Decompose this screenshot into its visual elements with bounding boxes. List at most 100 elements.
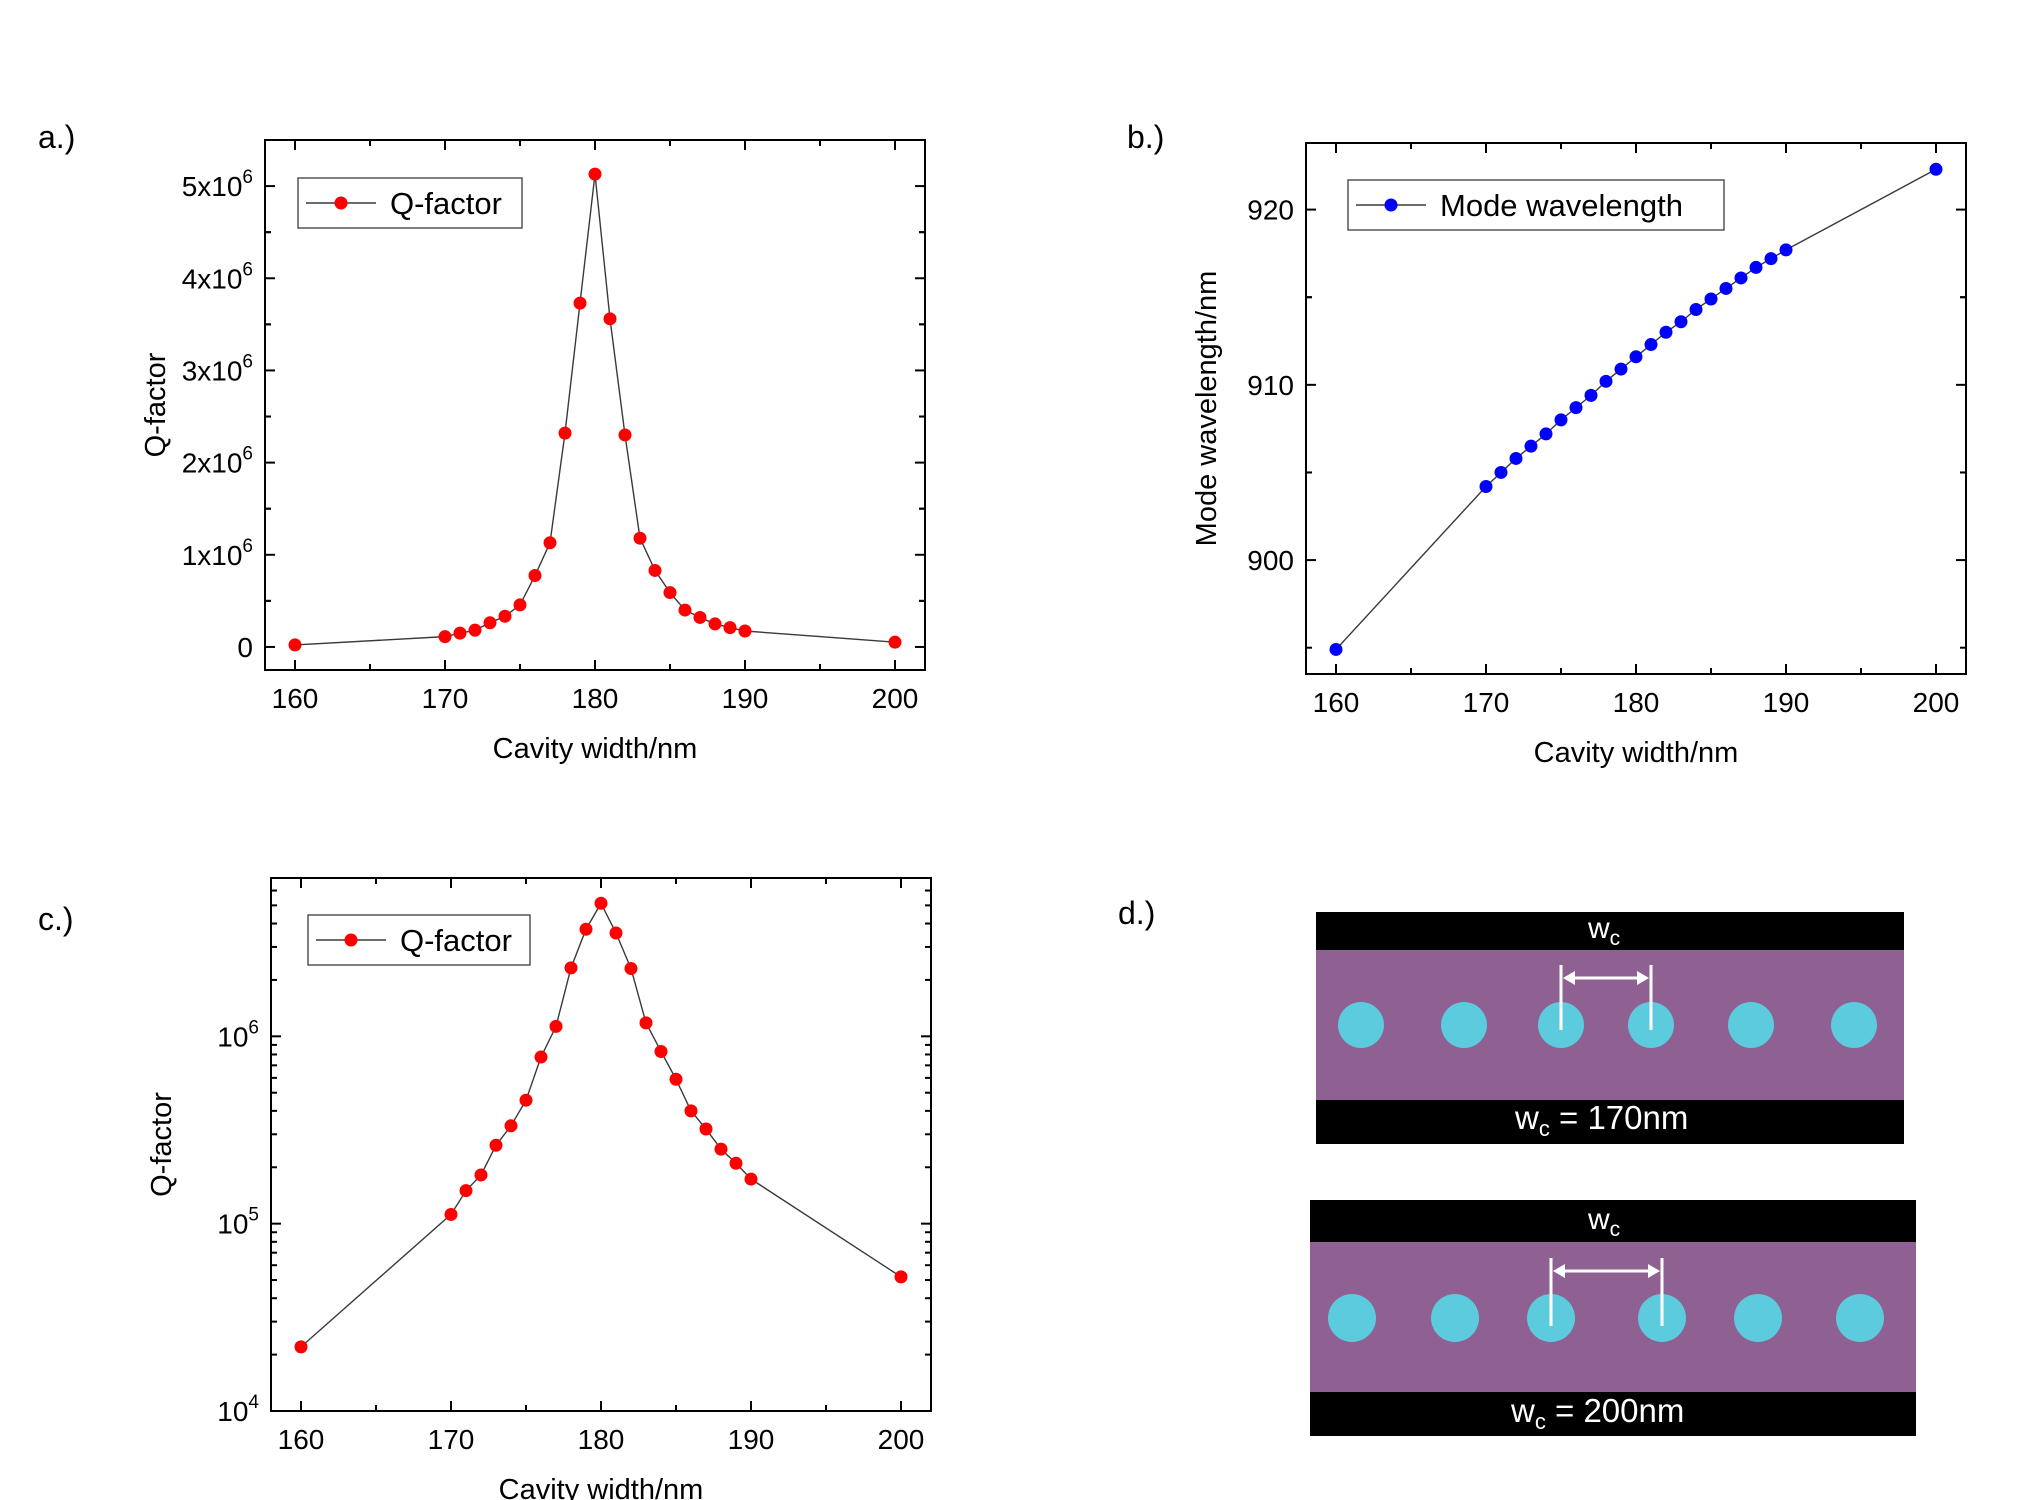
- x-axis-label: Cavity width/nm: [493, 733, 698, 765]
- data-point: [483, 616, 497, 630]
- legend-box: [1347, 179, 1725, 231]
- data-point: [1524, 439, 1538, 453]
- data-point: [1629, 350, 1643, 364]
- x-tick-label: 180: [572, 683, 619, 714]
- panel-label-a: a.): [38, 119, 75, 155]
- x-tick-label: 160: [272, 683, 319, 714]
- y-tick-label: 106: [217, 1017, 259, 1052]
- width-arrow-top: [1559, 965, 1653, 1030]
- data-point: [594, 896, 608, 910]
- data-point: [888, 635, 902, 649]
- data-point: [1719, 281, 1733, 295]
- data-point: [1554, 413, 1568, 427]
- y-tick-label: 4x106: [182, 259, 253, 294]
- data-point: [693, 610, 707, 624]
- data-point: [294, 1340, 308, 1354]
- y-tick-label: 900: [1247, 545, 1294, 576]
- legend-label: Mode wavelength: [1440, 188, 1683, 223]
- waveguide-slab: [1310, 1242, 1916, 1392]
- panel-c: c.) 160 170 180 190 200 104 105 106 Cavity width/…: [38, 877, 932, 1500]
- waveguide-bottom-bar: [1310, 1392, 1916, 1436]
- data-point: [729, 1156, 743, 1170]
- x-tick-label: 190: [728, 1424, 775, 1455]
- series-line: [300, 901, 902, 1348]
- x-tick-label: 180: [578, 1424, 625, 1455]
- data-point: [438, 630, 452, 644]
- air-hole: [1831, 1002, 1877, 1048]
- data-point: [453, 626, 467, 640]
- air-hole: [1431, 1294, 1479, 1342]
- data-point: [528, 569, 542, 583]
- x-tick-label: 180: [1613, 687, 1660, 718]
- panel-label-d: d.): [1118, 895, 1155, 931]
- data-point: [288, 638, 302, 652]
- x-tick-label: 170: [428, 1424, 475, 1455]
- series-line: [294, 174, 896, 646]
- data-point: [654, 1044, 668, 1058]
- data-point: [1659, 325, 1673, 339]
- data-point: [489, 1138, 503, 1152]
- x-tick-label: 200: [1913, 687, 1960, 718]
- data-point: [459, 1184, 473, 1198]
- y-axis-label: Q-factor: [146, 1092, 178, 1197]
- caption-top: wc = 170nm: [1514, 1099, 1688, 1141]
- x-axis-label: Cavity width/nm: [1534, 737, 1739, 769]
- data-point: [1674, 315, 1688, 329]
- data-point: [1929, 162, 1943, 176]
- hole-row: [1328, 1294, 1884, 1342]
- legend-marker: [1384, 198, 1398, 212]
- y-tick-label: 910: [1247, 370, 1294, 401]
- panel-b: b.) 160 170 180 190 200 900 910 920 Cavity width/…: [1127, 119, 1967, 769]
- y-tick-label: 3x106: [182, 351, 253, 386]
- data-point: [573, 296, 587, 310]
- data-point: [1764, 252, 1778, 266]
- data-point: [699, 1122, 713, 1136]
- data-point: [1779, 243, 1793, 257]
- data-point: [564, 961, 578, 975]
- air-hole: [1734, 1294, 1782, 1342]
- data-point: [603, 312, 617, 326]
- legend-marker: [334, 196, 348, 210]
- data-point: [534, 1050, 548, 1064]
- x-axis-label: Cavity width/nm: [499, 1474, 704, 1500]
- waveguide-top-bar: [1310, 1200, 1916, 1242]
- waveguide-top-bar: [1316, 912, 1904, 950]
- x-tick-label: 200: [872, 683, 919, 714]
- x-tick-label: 190: [722, 683, 769, 714]
- y-tick-label: 1x106: [182, 536, 253, 571]
- data-point: [468, 623, 482, 637]
- data-point: [1479, 479, 1493, 493]
- air-hole: [1338, 1002, 1384, 1048]
- data-point: [618, 428, 632, 442]
- data-point: [738, 624, 752, 638]
- data-point: [513, 598, 527, 612]
- data-point: [723, 621, 737, 635]
- x-tick-label: 160: [278, 1424, 325, 1455]
- data-point: [1734, 271, 1748, 285]
- data-point: [549, 1019, 563, 1033]
- data-point: [663, 586, 677, 600]
- data-point: [558, 426, 572, 440]
- data-point: [609, 926, 623, 940]
- y-tick-label: 5x106: [182, 167, 253, 202]
- data-point: [633, 531, 647, 545]
- series-line: [1335, 168, 1937, 650]
- wc-label-bottom: wc: [1587, 1203, 1620, 1241]
- data-point: [1614, 362, 1628, 376]
- data-point: [504, 1119, 518, 1133]
- data-point: [1569, 401, 1583, 415]
- data-point: [1509, 451, 1523, 465]
- data-point: [894, 1270, 908, 1284]
- data-point: [579, 922, 593, 936]
- y-axis-label: Mode wavelength/nm: [1191, 271, 1223, 547]
- data-point: [639, 1016, 653, 1030]
- x-tick-label: 200: [878, 1424, 925, 1455]
- y-tick-label: 2x106: [182, 444, 253, 479]
- schematic-top: wc wc = 170nm: [1316, 912, 1904, 1144]
- legend-marker: [344, 933, 358, 947]
- x-tick-label: 160: [1313, 687, 1360, 718]
- data-point: [678, 603, 692, 617]
- data-point: [648, 563, 662, 577]
- data-point: [498, 609, 512, 623]
